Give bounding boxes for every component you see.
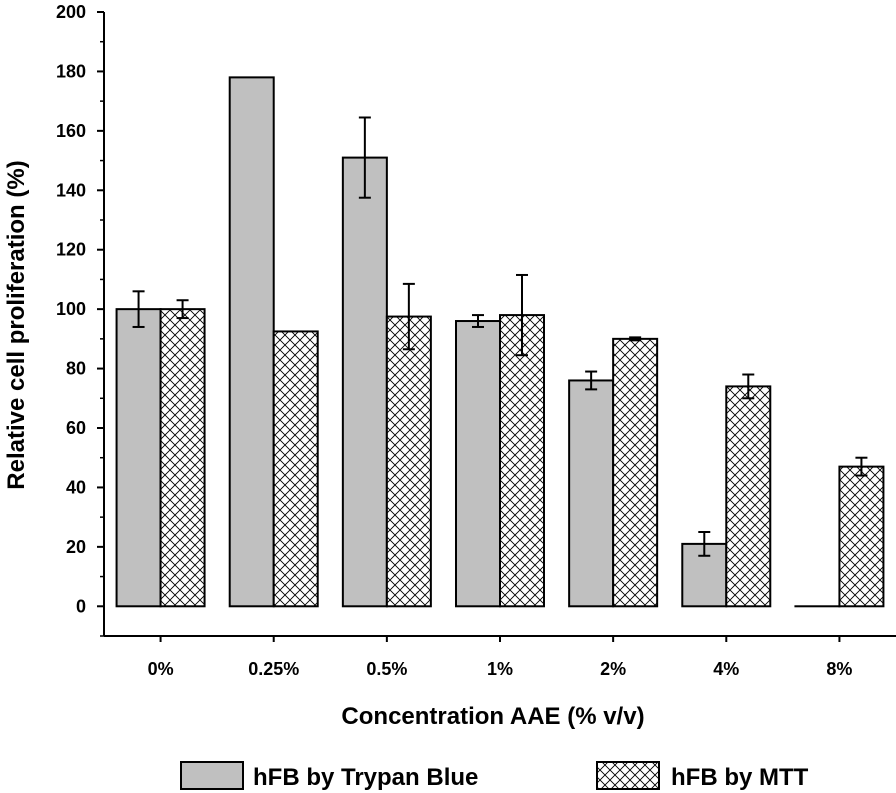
y-tick-label: 180 <box>56 61 86 81</box>
error-bar <box>516 273 528 357</box>
bar-mtt-0 <box>159 308 206 608</box>
bar-mtt-1 <box>272 330 319 608</box>
x-tick-label: 4% <box>713 659 739 679</box>
x-tick-label: 8% <box>826 659 852 679</box>
bar-trypan-blue-2 <box>341 156 388 608</box>
error-bar <box>698 531 711 557</box>
y-tick-label: 100 <box>56 299 86 319</box>
plot-area <box>115 76 885 608</box>
error-bar <box>176 299 189 320</box>
x-tick-label: 0.25% <box>248 659 299 679</box>
x-axis: 0% 0.25% 0.5% 1% 2% 4% 8% <box>104 635 896 679</box>
y-tick-label: 200 <box>56 2 86 22</box>
legend-label-trypan-blue: hFB by Trypan Blue <box>253 764 478 791</box>
error-bar <box>629 336 642 342</box>
y-tick-label: 60 <box>66 418 86 438</box>
error-bar <box>132 290 145 328</box>
y-axis-title: Relative cell proliferation (%) <box>3 160 30 489</box>
x-tick-label: 1% <box>487 659 513 679</box>
error-bar <box>742 373 755 400</box>
legend-swatch-trypan-blue <box>180 761 244 790</box>
y-tick-label: 40 <box>66 477 86 497</box>
bar-mtt-6 <box>838 465 885 608</box>
legend: hFB by Trypan Blue hFB by MTT <box>180 761 809 791</box>
error-bar <box>472 314 484 328</box>
y-tick-label: 80 <box>66 359 86 379</box>
bar-mtt-2 <box>385 315 432 608</box>
y-tick-label: 20 <box>66 537 86 557</box>
bar-mtt-5 <box>725 385 772 608</box>
error-bar <box>585 370 598 391</box>
y-tick-label: 0 <box>76 596 86 616</box>
bar-trypan-blue-3 <box>455 320 501 608</box>
x-axis-title: Concentration AAE (% v/v) <box>341 703 644 730</box>
bar-mtt-4 <box>612 337 659 608</box>
legend-label-mtt: hFB by MTT <box>671 764 809 791</box>
y-tick-label: 140 <box>56 180 86 200</box>
y-tick-label: 160 <box>56 121 86 141</box>
x-tick-label: 0.5% <box>366 659 407 679</box>
bar-trypan-blue-0 <box>115 308 162 608</box>
error-bar <box>358 116 371 199</box>
y-axis: 0 20 40 60 80 100 120 140 160 180 200 <box>56 2 105 637</box>
error-bar <box>402 282 415 351</box>
bar-trypan-blue-1 <box>228 76 275 608</box>
x-tick-label: 2% <box>600 659 626 679</box>
error-bar <box>855 456 868 477</box>
bar-mtt-3 <box>499 314 545 608</box>
legend-swatch-mtt <box>596 761 660 790</box>
bar-trypan-blue-4 <box>568 379 615 608</box>
y-tick-label: 120 <box>56 240 86 260</box>
x-tick-label: 0% <box>148 659 174 679</box>
